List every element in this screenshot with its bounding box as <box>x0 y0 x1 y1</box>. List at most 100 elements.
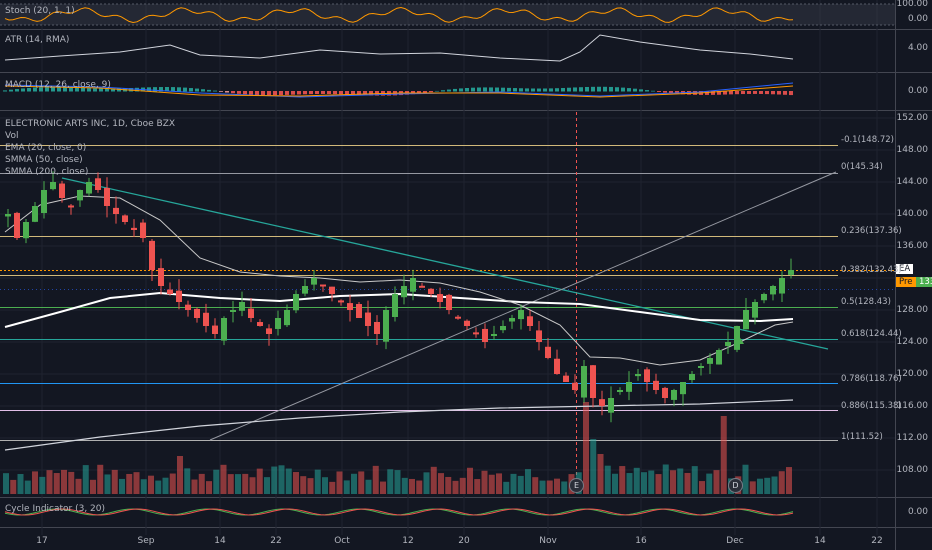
macd-histogram-bar <box>645 90 649 92</box>
macd-histogram-bar <box>615 87 619 92</box>
volume-bar <box>46 470 53 494</box>
macd-histogram-bar <box>267 91 271 96</box>
macd-histogram-bar <box>525 88 529 92</box>
candle-body <box>122 215 128 222</box>
fib-label: 0.786(118.76) <box>841 374 902 384</box>
x-axis-label: 14 <box>214 536 226 546</box>
smma200-line <box>4 399 794 451</box>
macd-histogram-bar <box>759 91 763 94</box>
fib-label: 0.5(128.43) <box>841 297 891 307</box>
candle-body <box>716 350 722 365</box>
candle-body <box>455 316 461 319</box>
candle-body <box>635 374 641 377</box>
candle-body <box>428 288 434 294</box>
price-axis: 112.00 <box>896 433 929 443</box>
candle-body <box>419 285 425 288</box>
dividend-event-marker[interactable]: D <box>728 478 743 493</box>
smma50-line <box>4 291 794 328</box>
volume-bar <box>235 474 241 494</box>
volume-bar <box>554 478 560 494</box>
x-axis-label: 12 <box>402 536 414 546</box>
macd-histogram-bar <box>741 91 745 95</box>
macd-histogram-bar <box>519 88 523 92</box>
x-axis-label: Oct <box>334 536 350 546</box>
volume-bar <box>24 480 31 494</box>
candle-body <box>617 390 623 392</box>
macd-histogram-bar <box>765 91 769 95</box>
macd-histogram-bar <box>747 91 751 94</box>
volume-bar <box>677 468 684 494</box>
candle-body <box>761 294 767 301</box>
macd-histogram-bar <box>423 91 427 93</box>
macd-histogram-bar <box>471 87 475 92</box>
volume-bar <box>496 473 502 494</box>
macd-histogram-bar <box>63 87 67 92</box>
macd-histogram-bar <box>507 87 511 92</box>
volume-bar <box>662 464 669 494</box>
candle-body <box>212 325 218 334</box>
volume-bar <box>655 474 662 494</box>
volume-bar <box>10 479 17 494</box>
volume-bar <box>597 454 604 494</box>
candle-body <box>239 302 245 311</box>
volume-bar <box>757 478 763 494</box>
price-axis: 144.00 <box>896 177 929 187</box>
macd-histogram-bar <box>633 88 637 92</box>
volume-bar <box>467 467 473 494</box>
volume-bar <box>583 402 589 494</box>
volume-bar <box>220 464 227 494</box>
macd-histogram-bar <box>567 87 571 92</box>
macd-histogram-bar <box>189 88 193 92</box>
candle-body <box>23 222 29 239</box>
macd-line <box>4 82 794 98</box>
candle-body <box>464 320 470 326</box>
macd-histogram-bar <box>81 87 85 92</box>
volume-bar <box>626 473 633 494</box>
macd-histogram-bar <box>579 87 583 92</box>
macd-histogram-bar <box>447 89 451 92</box>
volume-bar <box>713 470 720 494</box>
volume-bar <box>140 479 147 494</box>
macd-histogram-bar <box>477 87 481 92</box>
macd-histogram-bar <box>309 91 313 95</box>
x-axis-label: 22 <box>871 536 883 546</box>
candle-body <box>410 278 416 292</box>
macd-axis-0: 0.00 <box>907 86 928 96</box>
macd-histogram-bar <box>441 90 445 92</box>
candle-body <box>185 304 191 310</box>
macd-histogram-bar <box>501 87 505 92</box>
candle-body <box>500 326 506 331</box>
volume-bar <box>525 469 531 494</box>
candle-body <box>536 330 542 342</box>
fib-label: 0(145.34) <box>841 162 883 172</box>
volume-bar <box>249 477 256 494</box>
candle-body <box>599 399 605 406</box>
macd-histogram-bar <box>429 91 433 93</box>
candle-body <box>554 358 560 374</box>
candle-body <box>104 187 110 206</box>
volume-bar <box>409 478 415 494</box>
macd-histogram-bar <box>621 87 625 92</box>
volume-bar <box>242 473 249 494</box>
volume-bar <box>227 474 234 494</box>
macd-histogram-bar <box>723 91 727 95</box>
macd-histogram-bar <box>231 91 235 94</box>
macd-label: MACD (12, 26, close, 9) <box>5 80 111 90</box>
macd-histogram-bar <box>105 88 109 92</box>
volume-bar <box>17 474 24 494</box>
macd-histogram-bar <box>255 91 259 95</box>
candle-body <box>572 382 578 390</box>
macd-histogram-bar <box>303 91 307 95</box>
volume-bar <box>764 477 771 494</box>
volume-bar <box>90 479 96 494</box>
candle-body <box>482 328 488 342</box>
macd-histogram-bar <box>291 91 295 95</box>
candle-body <box>356 304 362 318</box>
earnings-event-marker[interactable]: E <box>569 478 584 493</box>
candle-body <box>5 214 11 217</box>
volume-bar <box>285 468 292 494</box>
macd-histogram-bar <box>495 87 499 92</box>
candle-body <box>590 365 596 398</box>
candle-body <box>140 222 146 238</box>
